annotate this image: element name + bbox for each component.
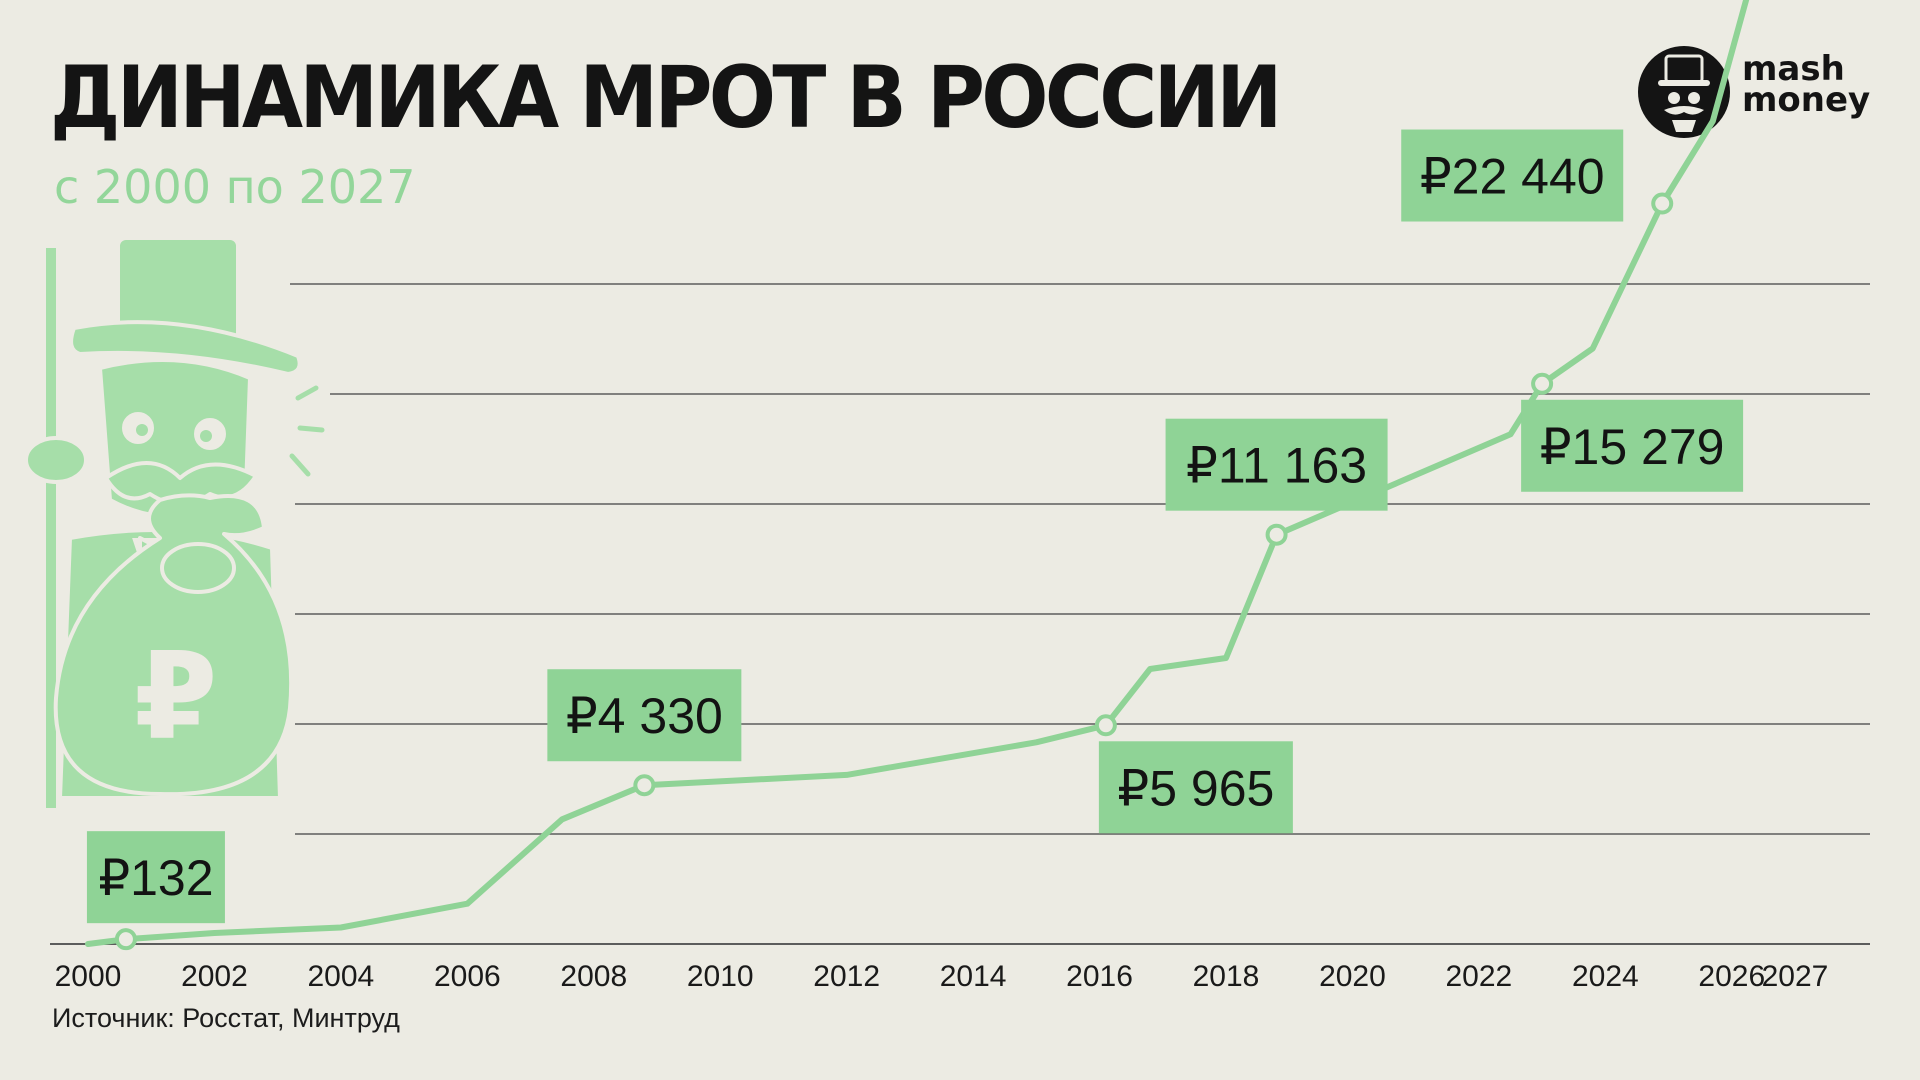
data-label: ₽22 440 [1401,129,1624,222]
x-tick-label: 2012 [813,960,880,993]
bag-ruble-symbol: ₽ [134,628,218,767]
mascot-head-icon [1638,46,1730,138]
x-tick-label: 2027 [1762,960,1829,993]
page-title: ДИНАМИКА МРОТ В РОССИИ [50,48,1282,148]
x-tick-label: 2014 [940,960,1007,993]
data-point [1531,372,1554,395]
x-tick-label: 2024 [1572,960,1639,993]
x-tick-label: 2018 [1193,960,1260,993]
data-point [114,928,137,951]
page-subtitle: с 2000 по 2027 [54,160,416,214]
x-tick-label: 2026 [1698,960,1765,993]
data-label-background [547,669,742,762]
data-label-text: ₽22 440 [1420,149,1605,205]
x-tick-label: 2020 [1319,960,1386,993]
data-label-text: ₽5 965 [1117,760,1274,816]
x-tick-label: 2002 [181,960,248,993]
data-label: ₽11 163 [1165,418,1388,511]
data-point [633,774,656,797]
data-point [1265,523,1288,546]
data-label-text: ₽11 163 [1186,438,1367,494]
data-label-text: ₽132 [98,850,213,906]
data-label-background [1401,129,1624,222]
data-label: ₽5 965 [1098,741,1293,834]
data-label-background [1521,399,1744,492]
data-point [1094,714,1117,737]
data-markers [114,192,1674,951]
series-line [85,0,1750,947]
x-tick-label: 2000 [55,960,122,993]
data-label: ₽132 [86,831,225,924]
data-point [1651,192,1674,215]
data-labels: ₽132₽4 330₽5 965₽11 163₽15 279₽22 440₽27… [86,129,1744,924]
x-tick-label: 2010 [687,960,754,993]
data-label-background [86,831,225,924]
x-tick-label: 2006 [434,960,501,993]
logo-line-1: mash [1742,49,1845,89]
data-label-background [1098,741,1293,834]
data-label: ₽4 330 [547,669,742,762]
logo-line-2: money [1742,80,1871,120]
data-label-text: ₽15 279 [1540,419,1725,475]
data-label: ₽15 279 [1521,399,1744,492]
source-note: Источник: Росстат, Минтруд [52,1003,400,1033]
grid-lines [50,283,1870,945]
mash-money-logo: mash money [1636,44,1876,140]
x-tick-label: 2022 [1446,960,1513,993]
data-label-text: ₽4 330 [566,688,723,744]
x-tick-label: 2016 [1066,960,1133,993]
x-axis-ticks: 2000 2002 2004 2006 2008 2010 2012 2014 2016 2018… [55,960,1829,993]
mascot-with-money-bag-icon: ₽ [24,238,325,808]
x-tick-label: 2008 [560,960,627,993]
x-tick-label: 2004 [308,960,375,993]
data-label-background [1165,418,1388,511]
